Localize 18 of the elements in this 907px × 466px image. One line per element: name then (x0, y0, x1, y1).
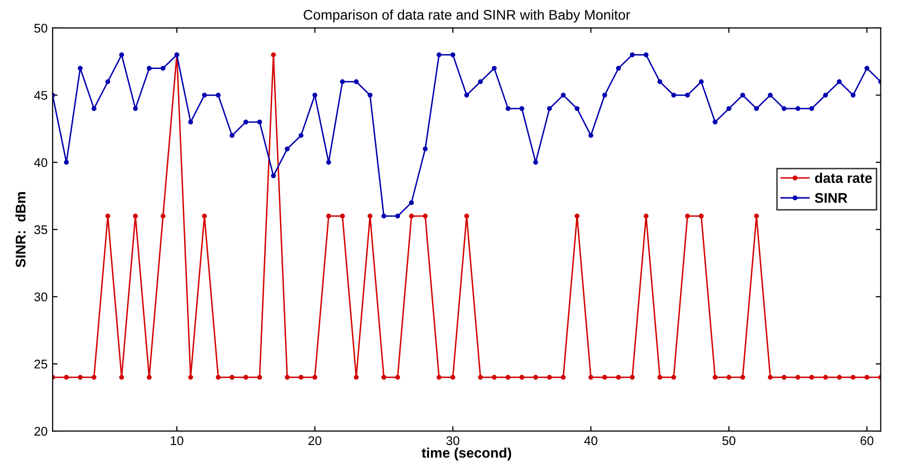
x-tick-label: 40 (584, 436, 598, 446)
y-tick-label: 40 (34, 158, 48, 167)
x-axis-title: time (second) (422, 448, 512, 461)
y-tick-label: 20 (34, 426, 48, 436)
y-tick-label: 35 (34, 225, 48, 234)
x-tick-label: 30 (446, 436, 460, 446)
y-tick-label: 50 (34, 24, 48, 33)
legend-label: SINR (814, 193, 848, 203)
y-axis-title: SINR: dBm (15, 192, 26, 268)
y-tick-label: 30 (34, 292, 48, 302)
x-tick-label: 10 (170, 436, 184, 446)
chart-title: Comparison of data rate and SINR with Baby Monitor (304, 10, 630, 23)
x-tick-label: 60 (860, 436, 874, 446)
legend-label: data rate (815, 172, 872, 183)
y-tick-label: 45 (34, 91, 48, 100)
y-tick-label: 25 (34, 360, 48, 369)
x-tick-label: 50 (722, 436, 736, 446)
x-tick-label: 20 (308, 436, 322, 446)
